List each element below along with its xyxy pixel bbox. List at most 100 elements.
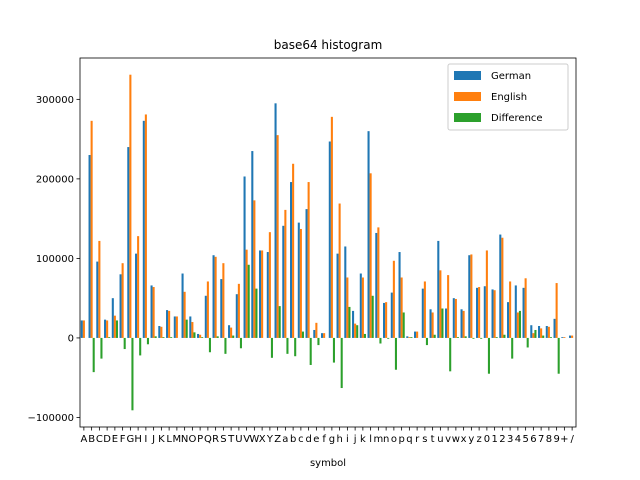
bar-english-61: [555, 283, 558, 338]
bar-difference-7: [139, 337, 142, 356]
bar-english-49: [462, 310, 465, 338]
bar-german-41: [398, 252, 401, 338]
bar-german-43: [414, 331, 417, 338]
x-tick-label: g: [329, 434, 335, 445]
bar-english-32: [330, 116, 333, 338]
x-tick-label: 5: [522, 434, 528, 445]
bar-english-51: [478, 287, 481, 338]
bar-difference-53: [495, 337, 498, 338]
bar-german-15: [197, 333, 200, 338]
bar-difference-30: [317, 337, 320, 346]
bar-german-25: [274, 103, 277, 338]
x-tick-label: l: [369, 434, 372, 445]
bar-english-26: [284, 209, 287, 338]
x-axis-label: symbol: [310, 458, 346, 469]
bar-english-16: [206, 281, 209, 338]
bar-difference-28: [301, 331, 304, 338]
bar-german-11: [166, 310, 169, 338]
bar-difference-34: [348, 306, 351, 338]
bar-german-3: [104, 319, 107, 338]
x-tick-label: Q: [204, 434, 212, 445]
bar-german-12: [173, 316, 176, 338]
bar-german-21: [243, 176, 246, 338]
bar-difference-56: [518, 310, 521, 338]
bar-english-4: [113, 315, 116, 338]
bar-english-10: [160, 326, 163, 338]
x-tick-label: y: [468, 434, 474, 445]
bar-english-62: [563, 337, 566, 338]
bar-english-2: [98, 240, 101, 338]
bar-difference-47: [449, 337, 452, 372]
bar-difference-9: [154, 336, 157, 338]
x-tick-label: A: [80, 434, 87, 445]
legend-label-english: English: [491, 92, 527, 103]
bar-german-29: [305, 209, 308, 338]
legend-swatch-english: [454, 92, 481, 101]
bar-german-14: [189, 316, 192, 338]
bar-english-40: [392, 260, 395, 338]
x-tick-label: f: [322, 434, 326, 445]
bar-difference-17: [216, 336, 219, 338]
bar-difference-39: [387, 337, 390, 339]
bar-german-8: [142, 120, 145, 338]
y-tick-label: 300000: [36, 95, 74, 106]
x-tick-label: D: [103, 434, 111, 445]
bar-difference-16: [208, 337, 211, 353]
bar-german-51: [476, 287, 479, 338]
x-tick-label: Y: [266, 434, 274, 445]
bar-difference-45: [433, 334, 436, 338]
bar-german-20: [235, 294, 238, 338]
bar-difference-6: [131, 337, 134, 411]
bar-english-59: [540, 328, 543, 338]
bar-difference-18: [224, 337, 227, 354]
bar-german-19: [228, 325, 231, 338]
bar-german-18: [220, 279, 223, 338]
bar-difference-3: [108, 337, 111, 338]
bar-english-56: [516, 312, 519, 338]
legend-label-german: German: [491, 71, 531, 82]
bar-english-13: [183, 291, 186, 338]
bar-german-6: [127, 147, 130, 338]
x-tick-label: V: [243, 434, 250, 445]
bar-difference-36: [363, 333, 366, 338]
bar-german-50: [468, 255, 471, 338]
bar-english-37: [369, 173, 372, 338]
bar-english-20: [237, 283, 240, 338]
bar-english-36: [361, 277, 364, 338]
bar-german-49: [460, 309, 463, 338]
bar-english-38: [377, 227, 380, 338]
bar-german-34: [344, 246, 347, 338]
legend-swatch-difference: [454, 113, 481, 122]
bar-english-63: [571, 335, 574, 338]
bar-difference-61: [557, 337, 560, 374]
x-tick-label: 3: [507, 434, 513, 445]
bar-difference-50: [472, 337, 475, 339]
x-tick-label: 2: [499, 434, 505, 445]
bar-difference-35: [356, 325, 359, 338]
bar-german-4: [111, 298, 114, 338]
bar-german-40: [390, 292, 393, 338]
bar-german-54: [499, 234, 502, 338]
bar-english-46: [439, 270, 442, 338]
bar-english-39: [385, 302, 388, 338]
bar-german-46: [437, 240, 440, 338]
x-tick-label: q: [406, 434, 412, 445]
bar-difference-1: [92, 337, 95, 373]
bar-german-35: [352, 310, 355, 338]
bar-english-28: [299, 228, 302, 338]
bar-difference-4: [115, 320, 118, 338]
bar-german-28: [297, 222, 300, 338]
bar-difference-10: [162, 337, 165, 338]
bar-english-27: [292, 163, 295, 338]
bar-english-58: [532, 333, 535, 338]
x-tick-label: H: [134, 434, 142, 445]
bar-english-7: [137, 236, 140, 338]
bar-difference-29: [309, 337, 312, 365]
bar-english-12: [175, 316, 178, 338]
bar-difference-55: [511, 337, 514, 359]
bar-english-6: [129, 74, 132, 338]
bar-german-10: [158, 326, 161, 338]
bar-english-35: [354, 323, 357, 338]
x-tick-label: u: [437, 434, 443, 445]
bar-english-44: [423, 281, 426, 338]
